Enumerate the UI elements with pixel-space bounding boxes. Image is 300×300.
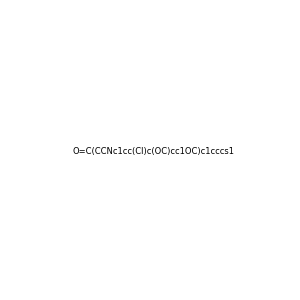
Text: O=C(CCNc1cc(Cl)c(OC)cc1OC)c1cccs1: O=C(CCNc1cc(Cl)c(OC)cc1OC)c1cccs1 — [73, 147, 235, 156]
